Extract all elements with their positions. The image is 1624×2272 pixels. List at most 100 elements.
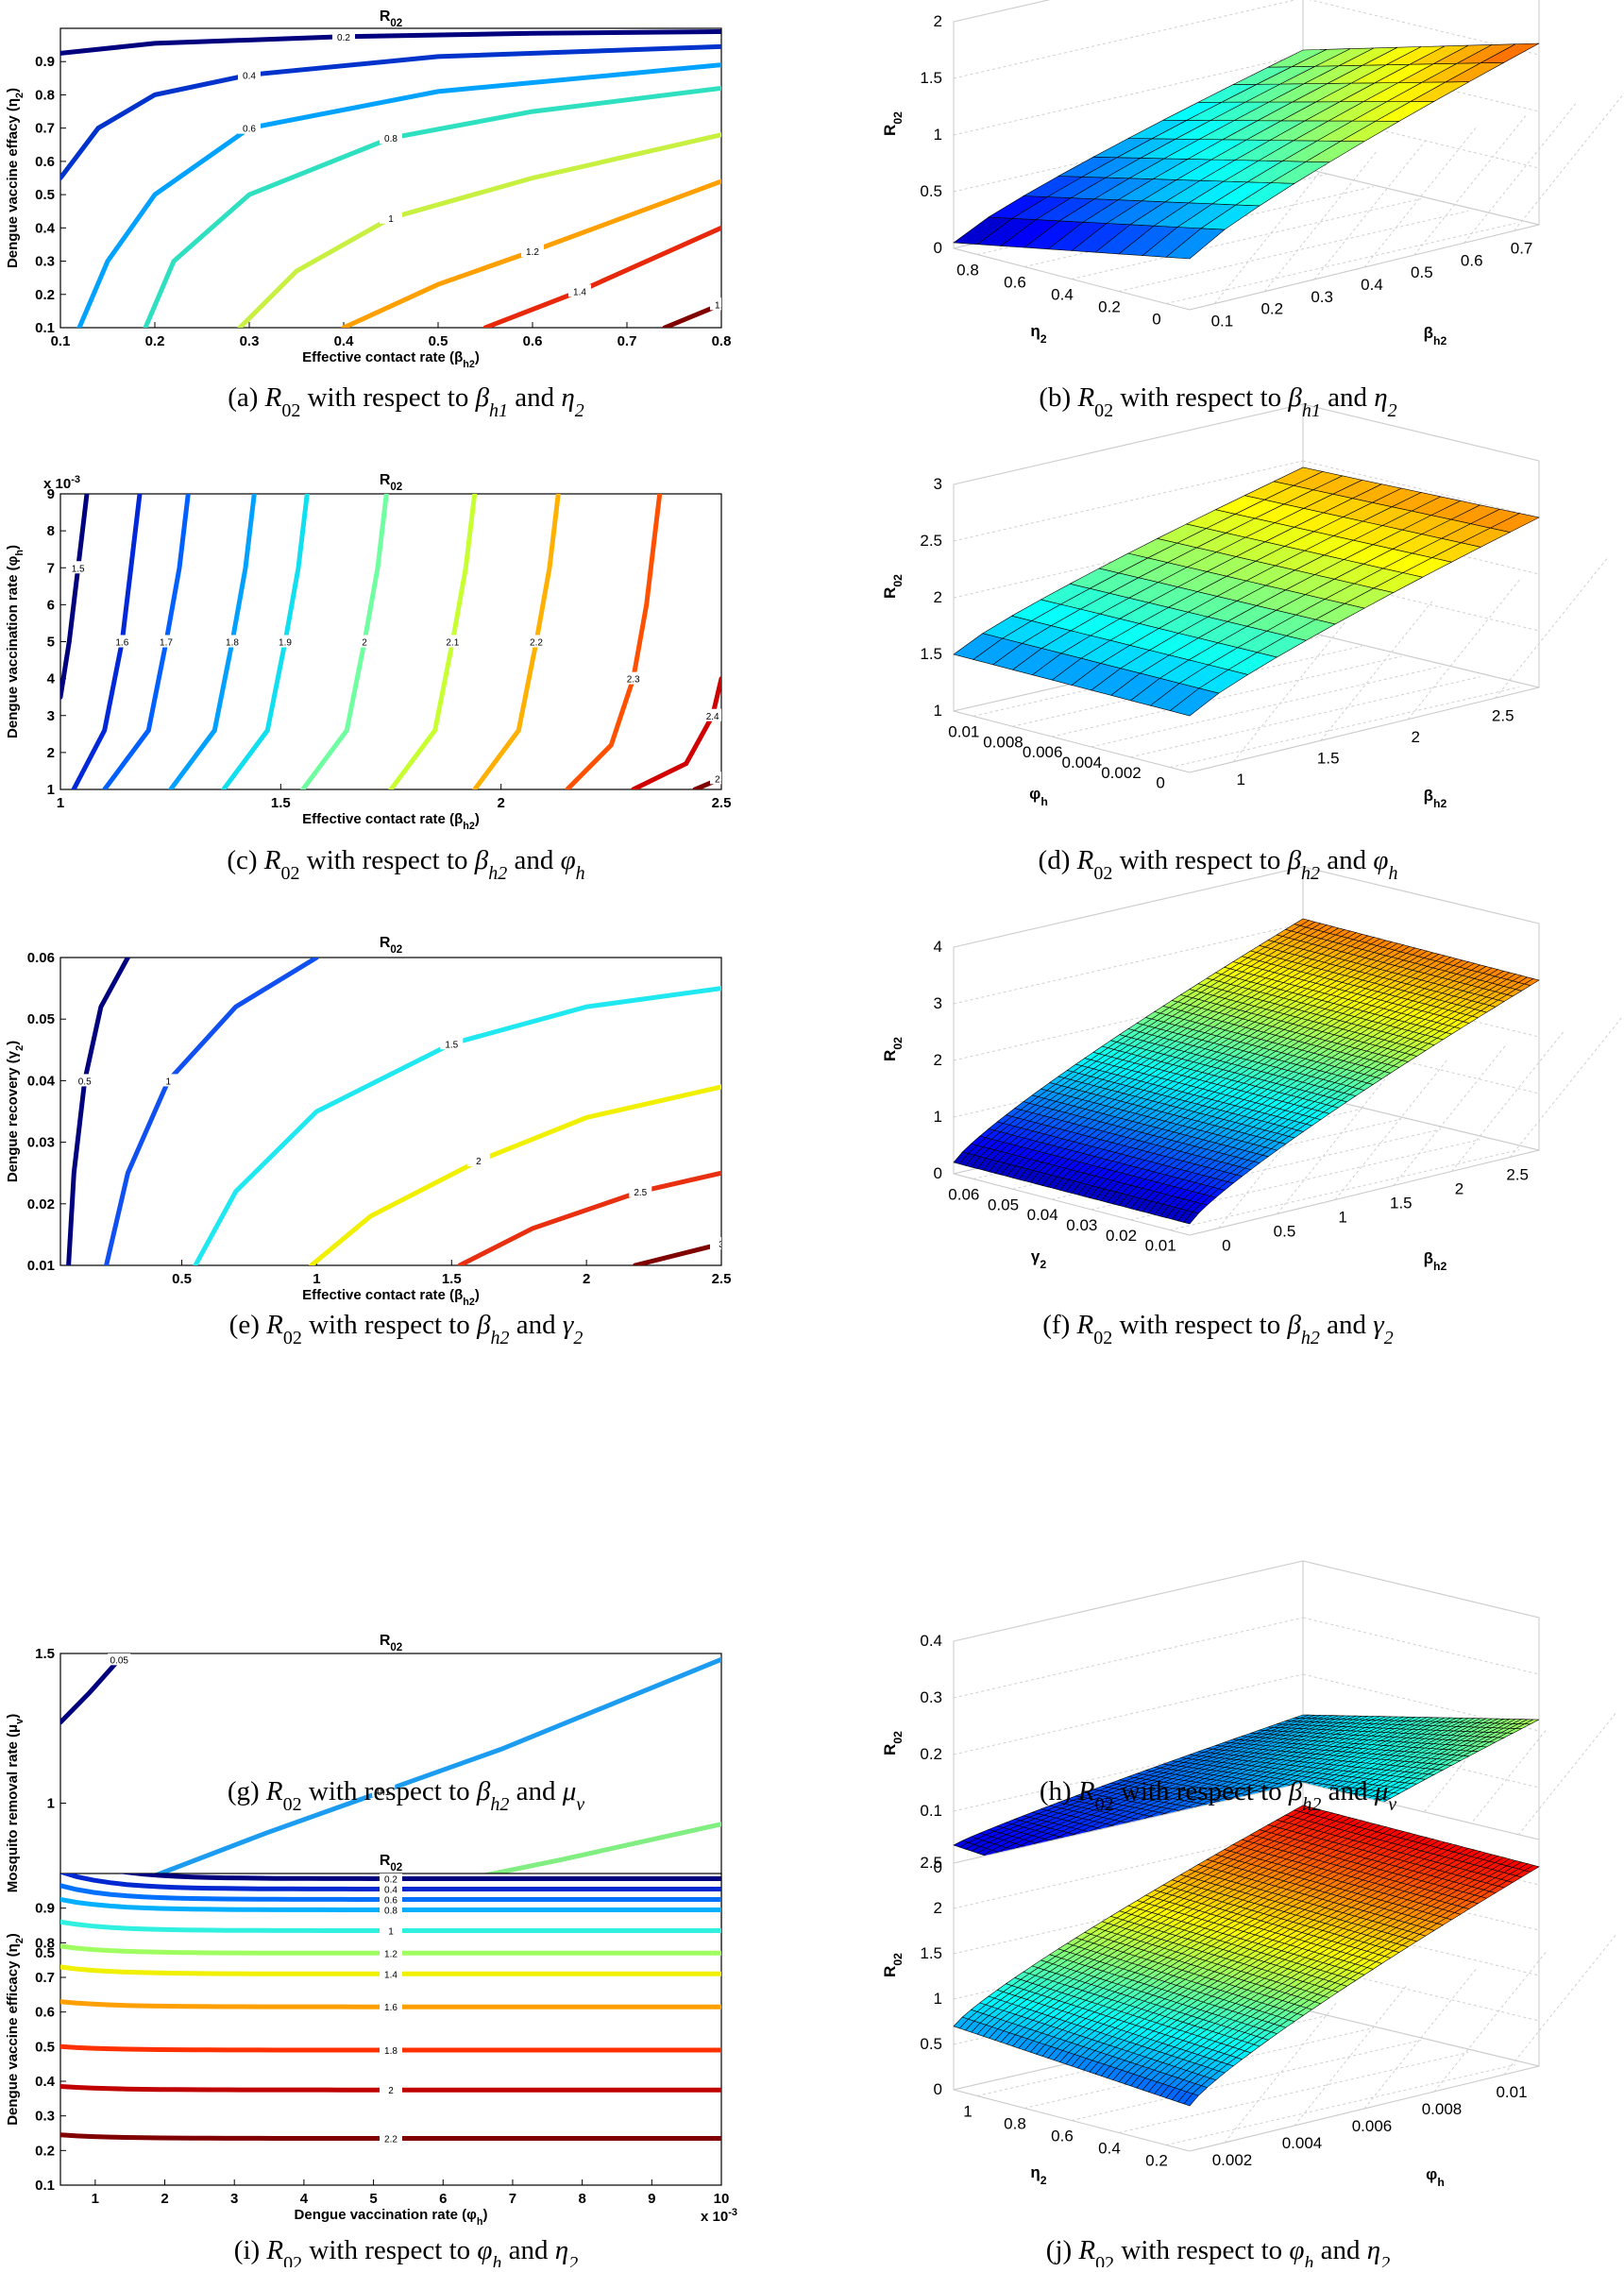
contour-label: 1 — [166, 1077, 172, 1087]
z-tick-label: 2 — [934, 1899, 942, 1917]
x-tick-label: 0.3 — [240, 333, 260, 349]
x-axis-label: γ2 — [1031, 1247, 1046, 1271]
y-exponent: x 10-3 — [43, 474, 80, 492]
y-tick-label: 0.3 — [35, 2109, 55, 2125]
x-tick-label: 0.01 — [1145, 1237, 1176, 1255]
z-tick-label: 1.5 — [920, 1944, 942, 1962]
contour-label: 2 — [388, 2086, 394, 2096]
y-tick-label: 0.06 — [27, 950, 55, 966]
y-tick-label: 4 — [47, 671, 56, 687]
x-tick-label: 0.04 — [1027, 1206, 1058, 1224]
y-tick-label: 0.02 — [27, 1196, 55, 1212]
x-tick-label: 1 — [92, 2191, 99, 2207]
x-tick-label: 0.8 — [712, 333, 732, 349]
z-tick-label: 0.5 — [920, 2035, 942, 2053]
x-axis-label: Effective contact rate (βh2) — [302, 349, 480, 370]
z-tick-label: 1 — [934, 702, 942, 720]
x-tick-label: 1 — [313, 1271, 320, 1287]
y-tick-label: 0.002 — [1212, 2151, 1253, 2169]
x-tick-label: 10 — [714, 2191, 730, 2207]
z-tick-label: 2 — [934, 1051, 942, 1069]
x-tick-label: 0.02 — [1106, 1227, 1137, 1245]
z-axis-label: R02 — [881, 1731, 905, 1755]
x-tick-label: 0.05 — [988, 1195, 1019, 1213]
y-tick-label: 0.7 — [35, 121, 55, 137]
chart-title: R02 — [380, 935, 402, 956]
contour-label: 1.4 — [573, 287, 586, 297]
chart-title: R02 — [380, 8, 402, 29]
y-tick-label: 0.5 — [1411, 263, 1433, 281]
chart-title: R02 — [380, 1633, 402, 1653]
z-tick-label: 4 — [934, 938, 942, 956]
y-tick-label: 0.4 — [35, 2074, 56, 2090]
x-tick-label: 0.6 — [1004, 274, 1026, 292]
x-tick-label: 2 — [497, 795, 504, 811]
y-tick-label: 2.5 — [1492, 706, 1514, 724]
y-tick-label: 0.7 — [35, 1970, 55, 1986]
x-tick-label: 0.004 — [1062, 754, 1103, 771]
contour-label: 1.8 — [226, 638, 239, 649]
z-tick-label: 0 — [934, 2080, 942, 2098]
y-tick-label: 1 — [1237, 771, 1245, 788]
z-tick-label: 3 — [934, 994, 942, 1012]
z-tick-label: 2.5 — [920, 532, 942, 550]
contour-label: 0.05 — [110, 1655, 128, 1666]
y-tick-label: 1.5 — [35, 1646, 55, 1662]
y-tick-label: 0.2 — [35, 2143, 55, 2159]
x-axis-label: Dengue vaccination rate (φh) — [295, 2207, 488, 2228]
y-tick-label: 0.1 — [35, 320, 55, 336]
contour-label: 2 — [476, 1157, 482, 1167]
contour-label: 2.5 — [634, 1188, 647, 1198]
y-axis-label: βh2 — [1424, 787, 1447, 810]
x-tick-label: 3 — [230, 2191, 238, 2207]
x-tick-label: 0.4 — [1051, 286, 1074, 304]
x-tick-label: 0.4 — [1098, 2140, 1121, 2158]
z-tick-label: 1 — [934, 1108, 942, 1126]
z-tick-label: 1.5 — [920, 69, 942, 87]
y-axis-label: Dengue vaccine efficacy (η2) — [5, 1933, 25, 2126]
y-tick-label: 0.9 — [35, 54, 55, 70]
x-tick-label: 4 — [300, 2191, 309, 2207]
y-tick-label: 0.004 — [1282, 2134, 1323, 2152]
y-tick-label: 2.5 — [1506, 1166, 1529, 1184]
y-tick-label: 0.006 — [1352, 2117, 1393, 2135]
x-tick-label: 0.6 — [1051, 2128, 1074, 2145]
z-tick-label: 1.5 — [920, 645, 942, 663]
contour-label: 1.4 — [384, 1970, 398, 1980]
x-tick-label: 0.006 — [1023, 743, 1063, 761]
y-tick-label: 1 — [47, 1796, 55, 1812]
x-tick-label: 0.2 — [145, 333, 165, 349]
x-tick-label: 0.03 — [1066, 1216, 1097, 1234]
y-tick-label: 0.4 — [1361, 276, 1383, 294]
chart-title: R02 — [380, 472, 402, 493]
z-tick-label: 2 — [934, 12, 942, 30]
x-tick-label: 0.2 — [1098, 298, 1121, 316]
x-axis-label: η2 — [1030, 2163, 1046, 2187]
y-tick-label: 0.3 — [35, 254, 55, 270]
y-tick-label: 0 — [1222, 1237, 1230, 1255]
x-exponent: x 10-3 — [701, 2207, 737, 2225]
y-tick-label: 7 — [47, 560, 55, 576]
x-tick-label: 2.5 — [712, 1271, 732, 1287]
contour-label: 0.2 — [337, 33, 350, 43]
contour-label: 0.8 — [384, 1906, 398, 1916]
x-tick-label: 0.8 — [956, 262, 979, 280]
contour-label: 2.2 — [530, 638, 543, 649]
z-tick-label: 3 — [934, 475, 942, 493]
x-tick-label: 0.5 — [172, 1271, 192, 1287]
contour-label: 1.6 — [115, 638, 128, 649]
z-tick-label: 2 — [934, 588, 942, 606]
x-tick-label: 1 — [963, 2103, 972, 2121]
contour-label: 1.7 — [160, 638, 173, 649]
y-tick-label: 0.7 — [1511, 239, 1533, 257]
y-axis-label: Mosquito removal rate (μv) — [5, 1714, 25, 1892]
x-axis-label: φh — [1029, 785, 1048, 808]
y-tick-label: 2 — [1455, 1180, 1463, 1198]
contour-label: 1.8 — [384, 2046, 398, 2057]
y-tick-label: 0.2 — [1260, 300, 1283, 318]
z-tick-label: 1 — [934, 1990, 942, 2008]
